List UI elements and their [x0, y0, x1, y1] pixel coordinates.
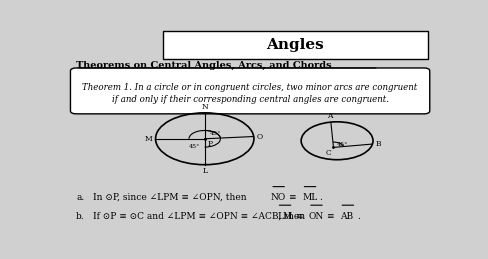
Text: Theorems on Central Angles, Arcs, and Chords: Theorems on Central Angles, Arcs, and Ch…	[76, 61, 332, 70]
Text: 45°: 45°	[210, 131, 221, 135]
Text: b.: b.	[76, 212, 85, 221]
Text: A: A	[326, 112, 332, 120]
Text: LM: LM	[277, 212, 293, 221]
Text: a.: a.	[76, 193, 84, 202]
Text: NO: NO	[271, 193, 286, 202]
Text: .: .	[319, 193, 322, 202]
Text: M: M	[144, 135, 152, 143]
FancyBboxPatch shape	[163, 31, 428, 59]
Text: L: L	[202, 167, 207, 175]
Text: C: C	[326, 149, 332, 157]
Text: 45°: 45°	[188, 143, 200, 148]
FancyBboxPatch shape	[70, 68, 430, 114]
Text: O: O	[257, 133, 263, 141]
Text: In ⊙P, since ∠LPM ≡ ∠OPN, then: In ⊙P, since ∠LPM ≡ ∠OPN, then	[93, 193, 250, 202]
Text: ≡: ≡	[295, 212, 302, 221]
Text: B: B	[376, 140, 382, 148]
Text: P: P	[207, 140, 212, 148]
Text: Angles: Angles	[266, 38, 325, 52]
Text: If ⊙P ≡ ⊙C and ∠LPM ≡ ∠OPN ≡ ∠ACB, then: If ⊙P ≡ ⊙C and ∠LPM ≡ ∠OPN ≡ ∠ACB, then	[93, 212, 308, 221]
Text: AB: AB	[340, 212, 353, 221]
Text: if and only if their corresponding central angles are congruent.: if and only if their corresponding centr…	[112, 95, 388, 104]
Text: ON: ON	[309, 212, 324, 221]
Text: ≡: ≡	[326, 212, 334, 221]
Text: Theorem 1. In a circle or in congruent circles, two minor arcs are congruent: Theorem 1. In a circle or in congruent c…	[82, 83, 418, 92]
Text: .: .	[357, 212, 360, 221]
Text: N: N	[202, 103, 208, 111]
Text: 45°: 45°	[337, 142, 348, 147]
Text: ML: ML	[302, 193, 318, 202]
Text: ≡: ≡	[288, 193, 296, 202]
